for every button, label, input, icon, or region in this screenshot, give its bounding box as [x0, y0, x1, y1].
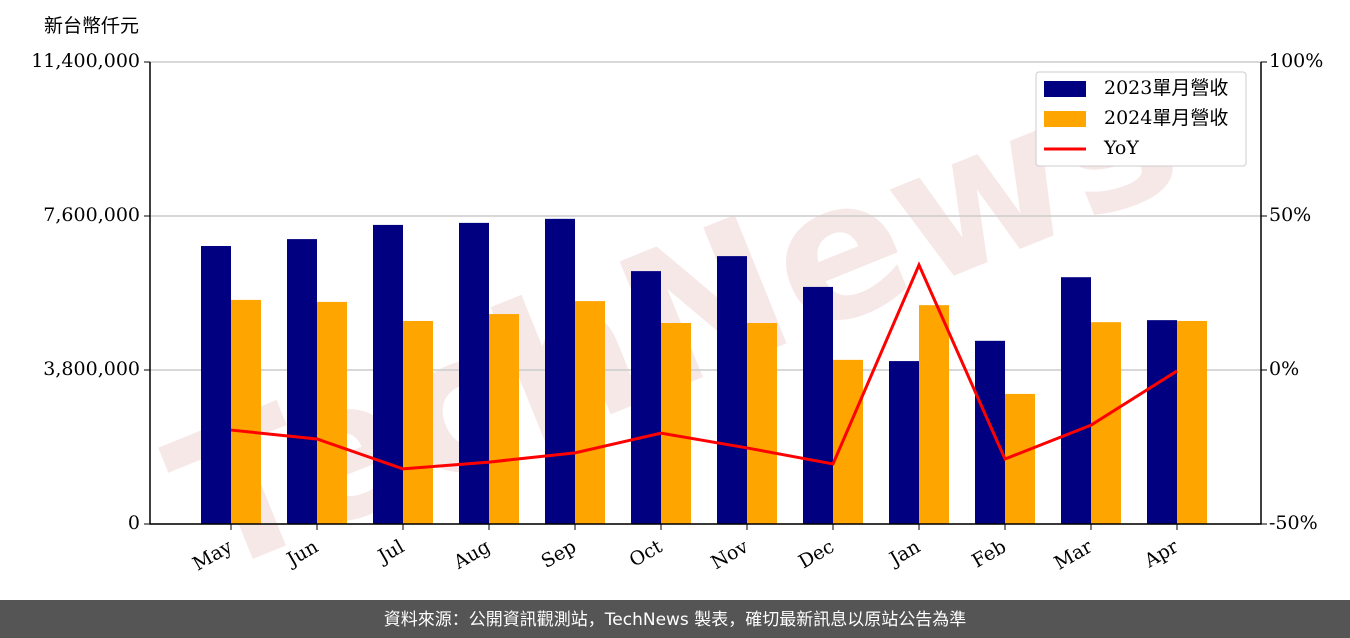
x-tick-label: Sep	[537, 536, 580, 573]
bar	[201, 245, 231, 524]
y2-tick-label: -50%	[1269, 512, 1318, 534]
x-tick-label: Feb	[968, 536, 1010, 573]
bar	[575, 301, 605, 524]
bar	[489, 314, 519, 524]
bar	[317, 301, 347, 524]
y2-tick-label: 50%	[1269, 204, 1311, 226]
bar	[1147, 320, 1177, 524]
bar	[459, 222, 489, 525]
y-axis-label: 新台幣仟元	[44, 15, 139, 37]
footer	[0, 600, 1350, 638]
bar	[545, 218, 575, 524]
y-tick-label: 3,800,000	[43, 358, 140, 380]
legend-swatch	[1044, 111, 1086, 127]
x-tick-label: Mar	[1050, 535, 1096, 574]
y-tick-label: 0	[128, 512, 140, 534]
legend-box	[1035, 71, 1247, 167]
bar	[803, 286, 833, 524]
bar	[1005, 393, 1035, 524]
bar	[975, 340, 1005, 524]
bar	[1061, 277, 1091, 524]
bar	[287, 239, 317, 524]
bar	[231, 299, 261, 524]
bar	[919, 305, 949, 524]
bar	[717, 256, 747, 524]
bar	[403, 320, 433, 524]
bar	[631, 271, 661, 524]
x-tick-label: Dec	[795, 536, 838, 574]
x-tick-label: Apr	[1140, 535, 1183, 572]
y2-tick-label: 0%	[1269, 358, 1299, 380]
bar	[661, 322, 691, 524]
legend-label: 2024單月營收	[1104, 107, 1228, 129]
axes	[149, 62, 1262, 525]
legend-label: YoY	[1103, 137, 1139, 159]
legend-swatch	[1044, 81, 1086, 97]
y2-tick-label: 100%	[1269, 50, 1323, 72]
x-tick-label: Aug	[449, 536, 494, 575]
bar	[889, 361, 919, 524]
bar	[1177, 320, 1207, 524]
bar	[747, 322, 777, 524]
line	[230, 261, 1178, 471]
y-tick-label: 7,600,000	[43, 204, 140, 226]
y-tick-label: 11,400,000	[31, 50, 140, 72]
legend-label: 2023單月營收	[1104, 77, 1228, 99]
bar	[833, 359, 863, 524]
source: 資料來源：公開資訊觀測站，TechNews 製表，確切最新訊息以原站公告為準	[384, 610, 966, 630]
x-tick-label: Nov	[707, 535, 752, 574]
x-tick-label: Oct	[626, 535, 667, 571]
bar	[373, 224, 403, 525]
x-tick-label: Jan	[884, 536, 924, 572]
